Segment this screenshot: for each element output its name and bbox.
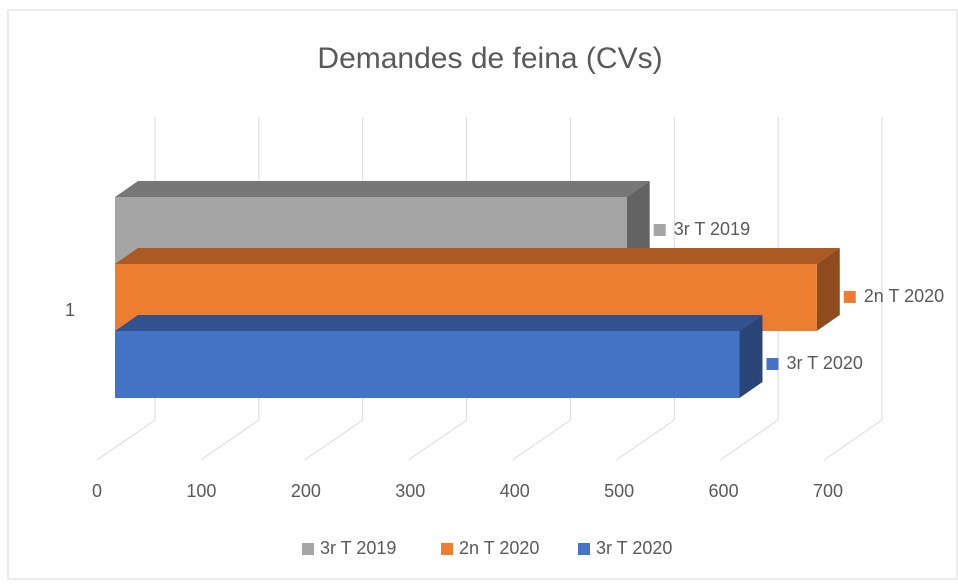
data-label: 3r T 2020 bbox=[786, 353, 862, 373]
legend-label: 2n T 2020 bbox=[459, 538, 539, 558]
data-label: 3r T 2019 bbox=[674, 219, 750, 239]
bar-top bbox=[115, 315, 763, 331]
grid-line bbox=[96, 419, 156, 461]
x-tick-label: 600 bbox=[709, 481, 739, 501]
x-tick-label: 0 bbox=[92, 481, 102, 501]
x-tick-label: 300 bbox=[395, 481, 425, 501]
grid-line bbox=[200, 419, 260, 461]
grid-line bbox=[823, 419, 883, 461]
grid-line bbox=[616, 419, 675, 461]
bar-side bbox=[739, 315, 763, 398]
grid-line bbox=[512, 419, 571, 461]
data-label-key bbox=[766, 358, 779, 370]
bar bbox=[115, 331, 740, 398]
x-tick-label: 500 bbox=[604, 481, 634, 501]
legend-key bbox=[441, 543, 453, 555]
data-label: 2n T 2020 bbox=[864, 286, 944, 306]
legend-label: 3r T 2019 bbox=[320, 538, 396, 558]
legend-key bbox=[302, 543, 314, 555]
bar-side bbox=[626, 181, 650, 264]
grid-line bbox=[719, 419, 779, 461]
x-tick-label: 200 bbox=[291, 481, 321, 501]
chart-title: Demandes de feina (CVs) bbox=[317, 42, 662, 75]
data-label-key bbox=[653, 224, 666, 236]
bar-top bbox=[115, 248, 840, 264]
grid-line bbox=[408, 419, 467, 461]
y-tick-label: 1 bbox=[65, 300, 75, 320]
bar-top bbox=[115, 181, 650, 197]
x-tick-label: 700 bbox=[813, 481, 843, 501]
x-tick-label: 400 bbox=[500, 481, 530, 501]
x-tick-label: 100 bbox=[186, 481, 216, 501]
legend-label: 3r T 2020 bbox=[596, 538, 672, 558]
legend-key bbox=[578, 543, 590, 555]
data-label-key bbox=[843, 291, 856, 303]
bar-side bbox=[816, 248, 840, 331]
grid-line bbox=[304, 419, 363, 461]
